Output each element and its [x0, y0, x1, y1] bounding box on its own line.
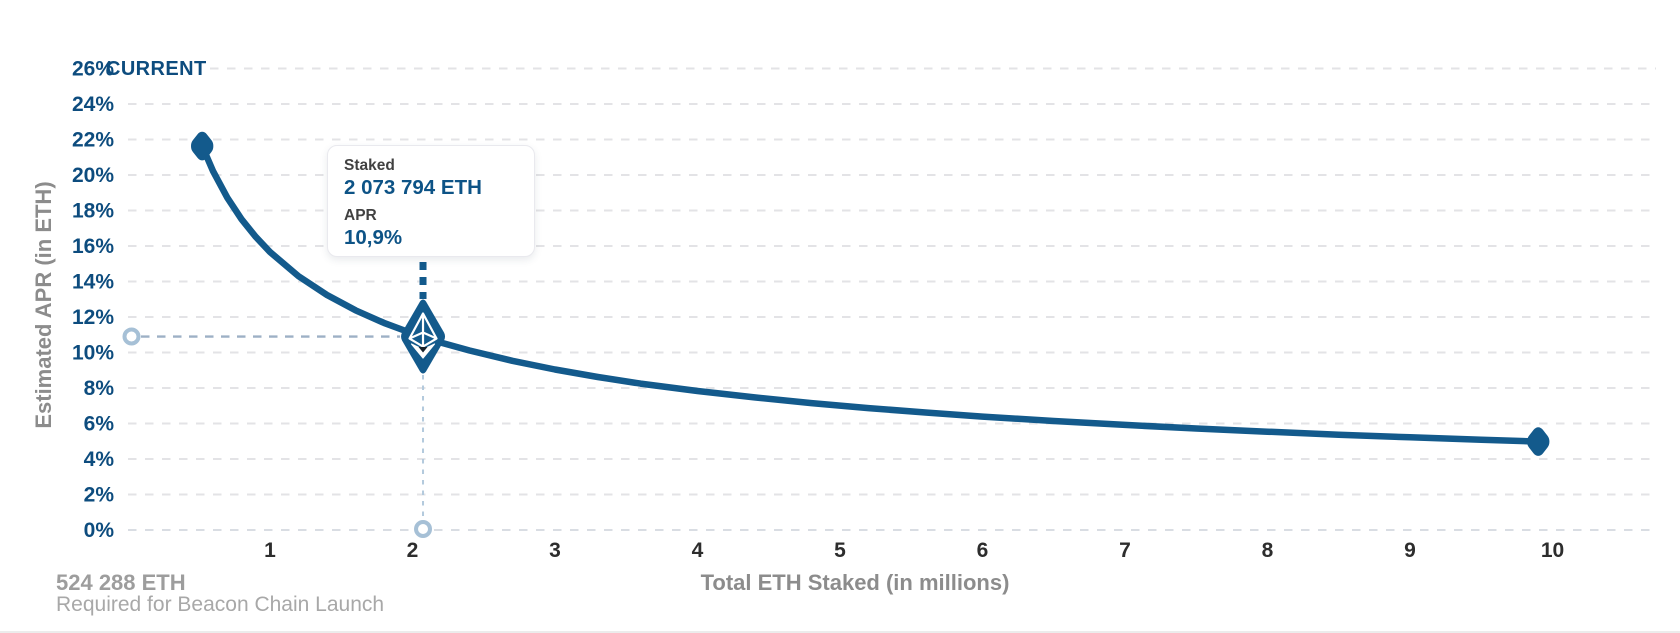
tooltip-staked-label: Staked — [344, 157, 395, 174]
tooltip-apr-value: 10,9% — [344, 226, 403, 249]
y-tick-label: 22% — [72, 129, 114, 152]
y-tick-label: 0% — [84, 519, 115, 542]
curve-endpoint-marker — [191, 131, 214, 161]
eth-logo-icon — [408, 312, 438, 348]
x-tick-label: 5 — [834, 539, 846, 562]
eth-logo-notch-icon — [418, 347, 428, 353]
x-axis-guide-ring — [414, 520, 433, 538]
x-tick-label: 8 — [1262, 539, 1274, 562]
tooltip-staked-value: 2 073 794 ETH — [344, 176, 482, 199]
curve-endpoint-marker — [1527, 427, 1550, 456]
x-tick-label: 3 — [549, 539, 561, 562]
y-tick-label: 16% — [72, 235, 114, 258]
x-tick-label: 7 — [1119, 539, 1131, 562]
staked-apr-tooltip: Staked 2 073 794 ETH APR 10,9% — [327, 145, 535, 257]
apr-curve — [198, 142, 1542, 445]
y-tick-label: 6% — [84, 413, 115, 436]
y-tick-label: 24% — [72, 93, 114, 116]
x-tick-label: 2 — [407, 539, 419, 562]
y-axis-guide-ring — [122, 327, 141, 346]
y-tick-label: 2% — [84, 484, 115, 507]
current-eth-marker[interactable] — [401, 299, 446, 374]
section-divider — [0, 631, 1680, 633]
y-tick-label: 8% — [84, 377, 115, 400]
y-tick-label: 12% — [72, 306, 114, 329]
x-axis-title: Total ETH Staked (in millions) — [700, 570, 1010, 595]
y-tick-label: 18% — [72, 200, 114, 223]
y-tick-label: 14% — [72, 271, 114, 294]
y-tick-label: 10% — [72, 342, 114, 365]
genesis-eth-amount: 524 288 ETH — [56, 570, 186, 595]
y-tick-label: 26% — [72, 58, 114, 81]
x-tick-label: 10 — [1541, 539, 1564, 562]
x-tick-label: 1 — [264, 539, 276, 562]
x-tick-label: 4 — [692, 539, 704, 562]
genesis-eth-caption: Required for Beacon Chain Launch — [56, 593, 385, 616]
y-axis-title: Estimated APR (in ETH) — [31, 181, 56, 429]
x-tick-label: 6 — [977, 539, 989, 562]
y-tick-label: 4% — [84, 448, 115, 471]
tooltip-apr-label: APR — [344, 207, 377, 224]
current-marker-label: CURRENT — [106, 58, 207, 80]
x-tick-label: 9 — [1404, 539, 1416, 562]
y-tick-label: 20% — [72, 164, 114, 187]
